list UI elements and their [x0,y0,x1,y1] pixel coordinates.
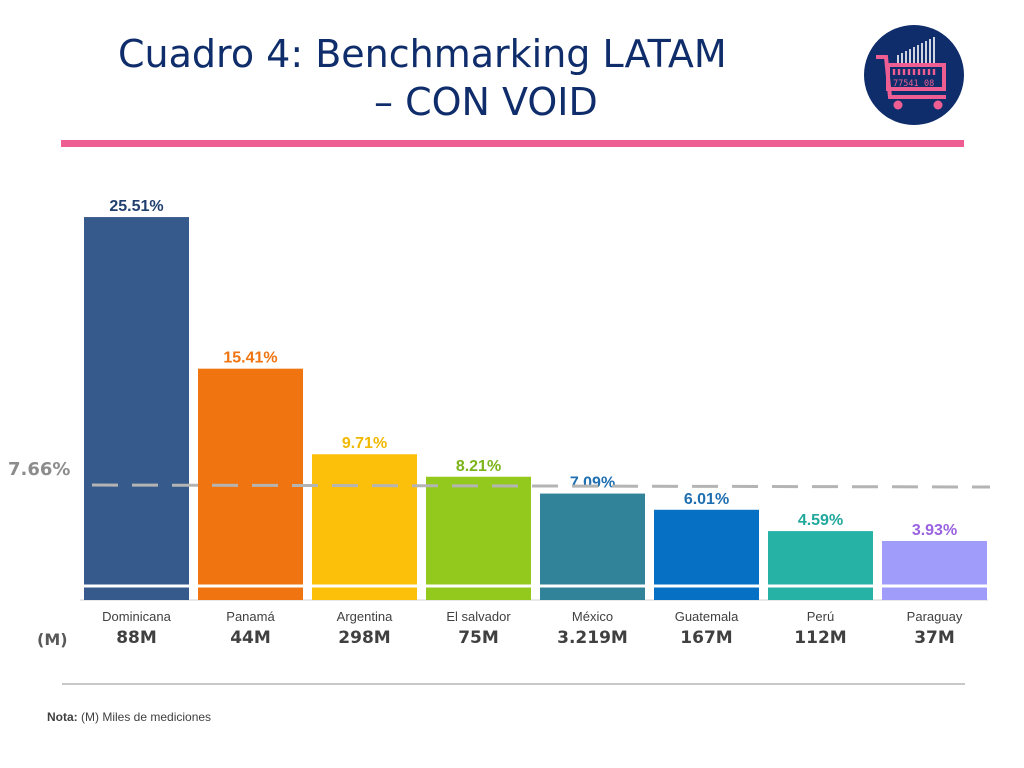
bar-3 [426,476,531,600]
value-label-1: 15.41% [223,350,277,367]
title-line-1: Cuadro 4: Benchmarking LATAM [118,32,727,76]
bar-7 [882,541,987,600]
value-label-5: 6.01% [684,491,729,508]
value-label-3: 8.21% [456,458,501,475]
category-label-3: El salvador [446,609,511,624]
value-label-4: 7.09% [570,475,615,492]
sample-size-1: 44M [230,628,271,648]
sample-size-6: 112M [794,628,846,648]
value-label-6: 4.59% [798,512,843,529]
sample-size-3: 75M [458,628,499,648]
bar-2 [312,454,417,600]
sample-size-7: 37M [914,628,955,648]
category-label-1: Panamá [226,609,275,624]
logo-code-right: 08 [924,79,934,89]
sample-size-0: 88M [116,628,157,648]
footnote-text: (M) Miles de mediciones [77,710,212,724]
bar-6 [768,531,873,600]
category-label-2: Argentina [337,609,393,624]
category-label-5: Guatemala [675,609,739,624]
category-label-7: Paraguay [907,609,963,624]
footnote: Nota: (M) Miles de mediciones [47,710,211,724]
sample-size-2: 298M [338,628,390,648]
value-label-0: 25.51% [109,198,163,215]
shopping-cart-barcode-icon: 77541 08 [864,25,964,125]
footer-divider [62,683,965,685]
category-label-6: Perú [807,609,834,624]
value-label-2: 9.71% [342,435,387,452]
bar-0 [84,217,189,600]
title-line-2: – CON VOID [374,80,598,124]
sample-size-4: 3.219M [557,628,628,648]
units-label: (M) [37,630,68,649]
sample-size-5: 167M [680,628,732,648]
title-underline [61,140,964,147]
slide-title: Cuadro 4: Benchmarking LATAM – CON VOID [80,30,800,126]
category-label-4: México [572,609,613,624]
logo-code-left: 77541 [893,79,919,89]
bar-4 [540,493,645,600]
average-label: 7.66% [8,459,71,480]
footnote-prefix: Nota: [47,710,78,724]
average-line [91,483,991,489]
category-label-0: Dominicana [102,609,171,624]
value-label-7: 3.93% [912,522,957,539]
